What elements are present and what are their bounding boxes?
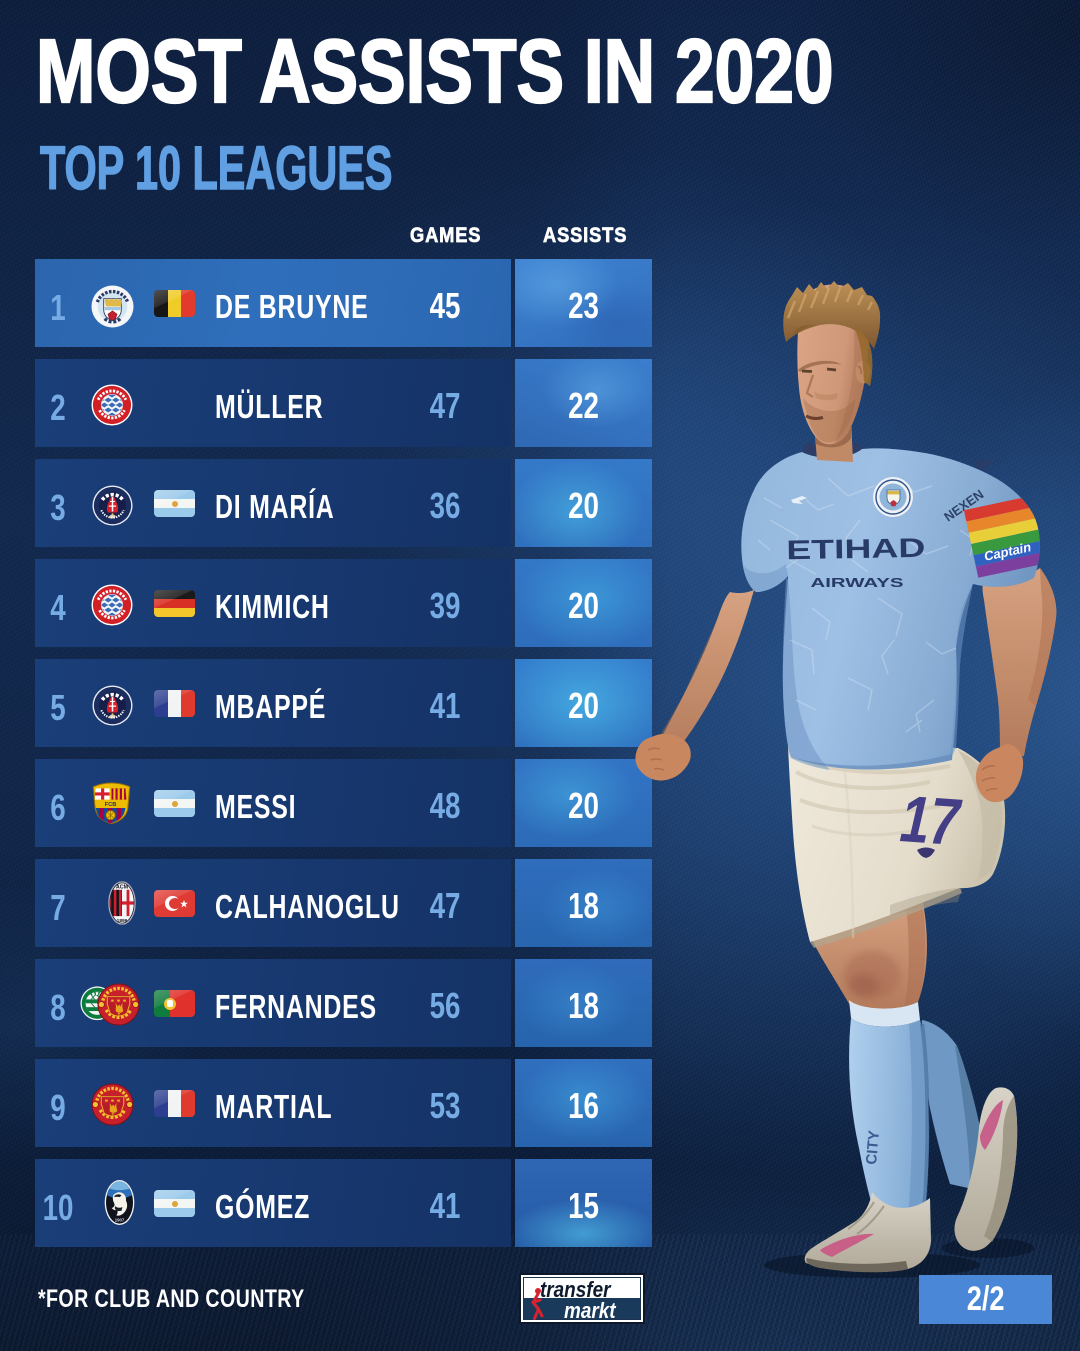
svg-text:ETIHAD: ETIHAD <box>786 533 926 565</box>
svg-text:AIRWAYS: AIRWAYS <box>811 576 904 590</box>
svg-text:17: 17 <box>898 782 964 860</box>
svg-text:CITY: CITY <box>863 1130 883 1166</box>
